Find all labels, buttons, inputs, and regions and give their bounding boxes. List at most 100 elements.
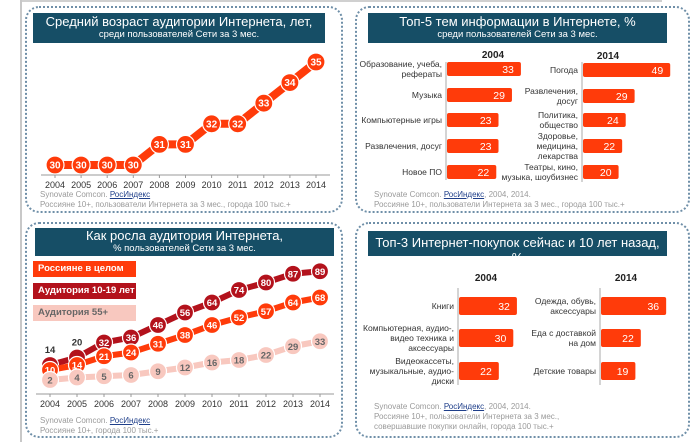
x-tick-label: 2011 — [228, 180, 247, 190]
data-point — [123, 155, 143, 175]
bar-category-label: Музыка — [412, 90, 442, 100]
bar-value: 22 — [480, 366, 492, 378]
data-label: 46 — [207, 321, 218, 332]
data-point — [202, 353, 222, 372]
data-point — [256, 345, 276, 365]
data-label: 22 — [261, 351, 272, 362]
panel-average-age-title: Средний возраст аудитории Интернета, лет… — [33, 13, 325, 43]
panel-audience-growth — [25, 222, 343, 438]
bar-category-label: Развлечения, досуг — [525, 86, 578, 106]
x-tick-label: 2006 — [94, 399, 114, 409]
data-point — [94, 347, 114, 366]
data-label: 38 — [180, 331, 191, 342]
rosindex-link[interactable]: РосИндекс — [443, 402, 485, 411]
data-point — [202, 114, 222, 134]
data-label: 12 — [180, 363, 191, 374]
chart-subtitle: среди пользователей Сети за 3 мес. — [98, 28, 260, 40]
page-edge-top — [22, 0, 662, 2]
bar-category-label: Еда с доставкой на дом — [531, 328, 596, 348]
data-label: 2 — [47, 376, 52, 387]
panel-top5-topics — [355, 6, 690, 213]
data-label: 30 — [49, 161, 61, 172]
bar-category-label: Образование, учеба, рефераты — [360, 59, 442, 79]
data-label: 35 — [310, 58, 322, 69]
x-tick-label: 2007 — [121, 399, 141, 409]
data-point — [280, 72, 300, 93]
x-tick-label: 2012 — [256, 399, 276, 409]
data-label: 31 — [153, 339, 164, 350]
x-tick-label: 2012 — [254, 180, 274, 190]
chart-subtitle: среди пользователей Сети за 3 мес. — [437, 28, 598, 40]
source-years: , 2004, 2014. — [484, 402, 531, 411]
data-point — [175, 303, 195, 322]
bar-value: 23 — [480, 115, 492, 127]
data-point — [67, 368, 87, 387]
panel-growth-title: Как росла аудитория Интернета, % пользов… — [35, 228, 334, 256]
rosindex-link[interactable]: РосИндекс — [443, 190, 485, 199]
rosindex-link[interactable]: РосИндекс — [109, 416, 151, 425]
data-label: 30 — [102, 161, 114, 172]
data-point — [283, 293, 303, 312]
data-point — [310, 262, 330, 281]
bar-value: 36 — [647, 301, 659, 313]
x-tick-label: 2009 — [175, 180, 195, 190]
data-label: 87 — [288, 269, 299, 280]
data-label: 16 — [207, 358, 218, 369]
bar-category-label: Новое ПО — [402, 167, 442, 177]
bar-value: 32 — [498, 301, 510, 313]
group-header: 2014 — [597, 51, 620, 62]
bar-category-label: Погода — [550, 65, 578, 75]
data-label: 30 — [128, 161, 140, 172]
data-label: 57 — [261, 307, 272, 318]
x-tick-label: 2011 — [229, 399, 248, 409]
sample-note: Россияне 10+, пользователи Интернета за … — [374, 412, 560, 421]
bar — [459, 329, 514, 347]
data-point — [256, 273, 276, 292]
x-tick-label: 2005 — [67, 399, 87, 409]
data-point — [175, 358, 195, 377]
panel-purchases-title: Топ-3 Интернет-покупок сейчас и 10 лет н… — [368, 231, 667, 265]
x-tick-label: 2005 — [71, 180, 91, 190]
legend-10-19: Аудитория 10-19 лет — [33, 283, 136, 299]
x-tick-label: 2013 — [280, 180, 300, 190]
data-label: 9 — [155, 367, 160, 378]
bar-category-label: Видеокассеты, музыкальные, аудио-диски — [370, 356, 455, 386]
bar-category-label: Политика, общество — [538, 110, 578, 130]
data-label: 74 — [234, 286, 245, 297]
bar-value: 30 — [495, 333, 507, 345]
bar-value: 24 — [607, 115, 619, 127]
bar-category-label: Развлечения, досуг — [365, 141, 442, 151]
data-label: 32 — [206, 119, 218, 130]
x-tick-label: 2006 — [97, 180, 117, 190]
data-label: 32 — [232, 119, 244, 130]
data-label: 89 — [315, 267, 326, 278]
x-tick-label: 2010 — [202, 399, 222, 409]
bar — [583, 139, 623, 153]
group-header: 2004 — [482, 50, 505, 61]
bar-category-label: Театры, кино, музыка, шоубизнес — [501, 162, 578, 182]
bar — [601, 297, 667, 315]
data-point — [148, 334, 168, 353]
chart-title: Топ-5 тем информации в Интернете, % — [399, 14, 636, 29]
data-label: 34 — [284, 78, 296, 89]
rosindex-link[interactable]: РосИндекс — [109, 190, 151, 199]
data-label: 21 — [99, 352, 110, 363]
data-label: 6 — [128, 371, 133, 382]
data-point — [229, 308, 249, 327]
data-point — [40, 370, 60, 390]
data-label: 31 — [154, 140, 166, 151]
data-point — [254, 93, 274, 113]
bar — [459, 362, 499, 380]
legend-55plus: Аудитория 55+ — [33, 305, 136, 321]
chart-subtitle: % пользователей Сети за 3 мес. — [113, 242, 256, 254]
data-label: 4 — [74, 373, 80, 384]
bar — [583, 165, 619, 179]
source-prefix: Synovate Comcon. — [374, 402, 444, 411]
group-header: 2004 — [475, 273, 498, 284]
data-point — [228, 114, 248, 134]
data-label: 33 — [258, 99, 270, 110]
bar-value: 22 — [622, 333, 634, 345]
sample-note-2: совершавшие покупки онлайн, города 100 т… — [374, 422, 554, 431]
x-tick-label: 2010 — [202, 180, 222, 190]
source-note: Synovate Comcon. РосИндекс, 2004, 2014. … — [374, 402, 559, 432]
